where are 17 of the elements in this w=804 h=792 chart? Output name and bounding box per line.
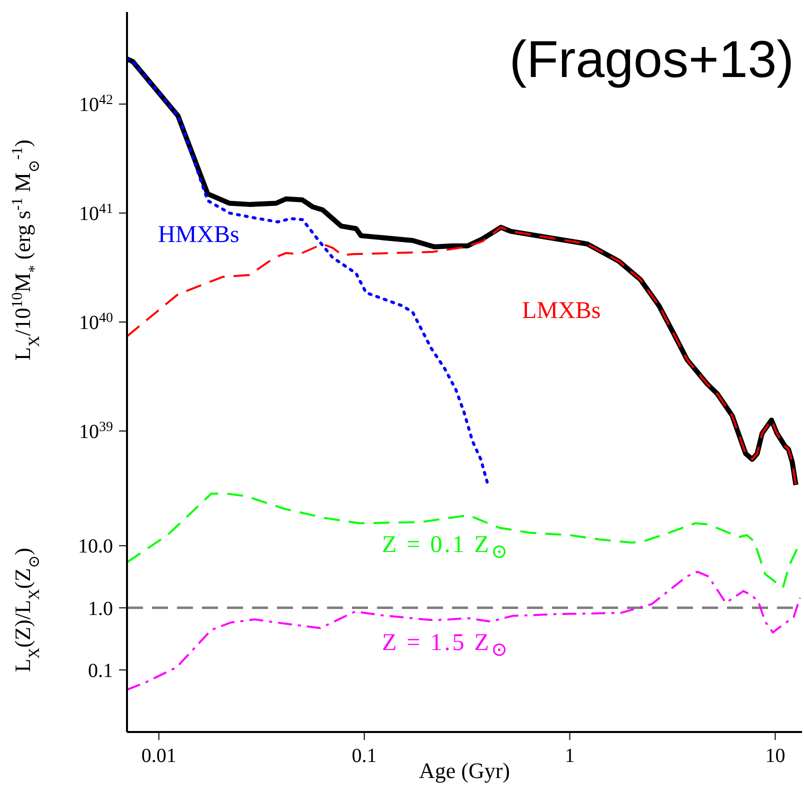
y-tick-label: 1.0 (88, 598, 113, 620)
y-tick-label: 10$^{41}$ (79, 202, 113, 226)
series-label: Z = 0.1 Z$_{⊙}$ (382, 532, 510, 564)
y-tick-label: 10$^{40}$ (79, 310, 113, 334)
x-tick-label: 10 (765, 745, 786, 767)
series-label: Z = 1.5 Z$_{⊙}$ (382, 630, 510, 662)
series-label: LMXBs (522, 298, 601, 325)
x-axis-title: Age (Gyr) (418, 758, 510, 783)
x-tick-label: 0.01 (141, 745, 176, 767)
y-tick-label: 10$^{42}$ (79, 92, 113, 116)
series-label: HMXBs (158, 222, 240, 249)
x-tick-label: 0.1 (352, 745, 377, 767)
x-tick-label: 1 (564, 745, 575, 767)
y-tick-label: 0.1 (88, 660, 113, 682)
y-tick-label: 10$^{39}$ (79, 420, 113, 444)
annotation: (Fragos+13) (509, 30, 794, 90)
y-tick-label: 10.0 (78, 536, 113, 558)
